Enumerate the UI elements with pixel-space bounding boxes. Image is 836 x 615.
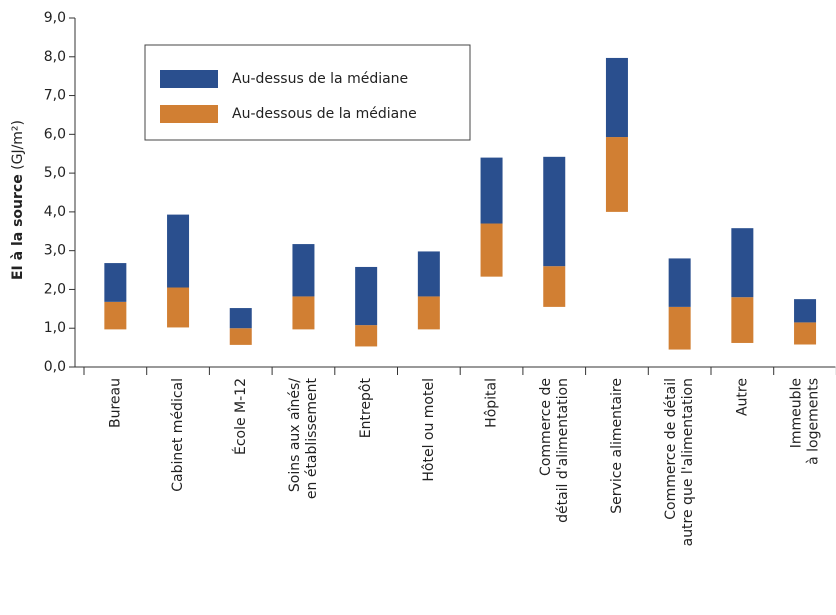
x-tick-label: autre que l'alimentation — [680, 378, 696, 546]
bar-segment — [480, 223, 503, 277]
bar-segment — [605, 137, 628, 212]
bar-segment — [167, 214, 190, 288]
legend-box — [144, 44, 471, 141]
x-tick-label: Cabinet médical — [170, 378, 186, 492]
x-tick-label: détail d'alimentation — [555, 378, 571, 523]
legend-label: Au-dessus de la médiane — [232, 71, 408, 87]
bar-segment — [794, 322, 817, 345]
x-tick-label: à logements — [806, 378, 822, 465]
x-tick-label: Service alimentaire — [609, 378, 625, 514]
x-tick-label: Bureau — [107, 378, 123, 428]
bar-segment — [355, 266, 378, 326]
bar-segment — [292, 296, 315, 330]
y-tick-label: 3,0 — [44, 243, 66, 259]
x-tick-label: Commerce de — [538, 378, 554, 476]
x-tick-label: Autre — [734, 378, 750, 416]
y-tick-label: 6,0 — [44, 126, 66, 142]
bar-segment — [731, 228, 754, 298]
y-axis-label-unit: (GJ/m²) — [10, 120, 26, 170]
y-tick-label: 8,0 — [44, 49, 66, 65]
y-tick-label: 0,0 — [44, 359, 66, 375]
bar-segment — [229, 308, 252, 329]
x-tick-label: Soins aux aînés/ — [287, 378, 303, 492]
bar-segment — [480, 157, 503, 224]
y-axis-label: EI à la source (GJ/m²) — [10, 120, 26, 280]
y-tick-label: 5,0 — [44, 165, 66, 181]
x-tick-label: École M-12 — [232, 378, 249, 455]
y-tick-label: 7,0 — [44, 88, 66, 104]
bar-segment — [668, 306, 691, 350]
bar-segment — [417, 251, 440, 297]
legend-swatch — [160, 70, 218, 88]
bar-segment — [355, 325, 378, 347]
legend-label: Au-dessous de la médiane — [232, 106, 417, 122]
bar-segment — [543, 156, 566, 267]
y-tick-label: 2,0 — [44, 281, 66, 297]
bar-segment — [417, 296, 440, 330]
bar-segment — [668, 258, 691, 307]
y-axis-label-main: EI à la source — [10, 174, 26, 280]
x-tick-label: Immeuble — [789, 378, 805, 448]
y-tick-label: 9,0 — [44, 10, 66, 26]
bar-segment — [794, 299, 817, 323]
bar-segment — [292, 244, 315, 297]
x-tick-label: en établissement — [304, 378, 320, 500]
x-tick-label: Entrepôt — [358, 377, 374, 438]
bar-segment — [167, 287, 190, 328]
bar-segment — [543, 266, 566, 307]
bar-segment — [104, 263, 127, 302]
legend-swatch — [160, 105, 218, 123]
bar-segment — [229, 328, 252, 345]
bar-segment — [104, 301, 127, 330]
y-tick-label: 1,0 — [44, 320, 66, 336]
y-tick-label: 4,0 — [44, 204, 66, 220]
bar-segment — [605, 57, 628, 138]
x-tick-label: Hôpital — [484, 378, 500, 428]
x-tick-label: Hôtel ou motel — [421, 378, 437, 482]
bar-segment — [731, 297, 754, 343]
x-tick-label: Commerce de détail — [663, 378, 679, 520]
